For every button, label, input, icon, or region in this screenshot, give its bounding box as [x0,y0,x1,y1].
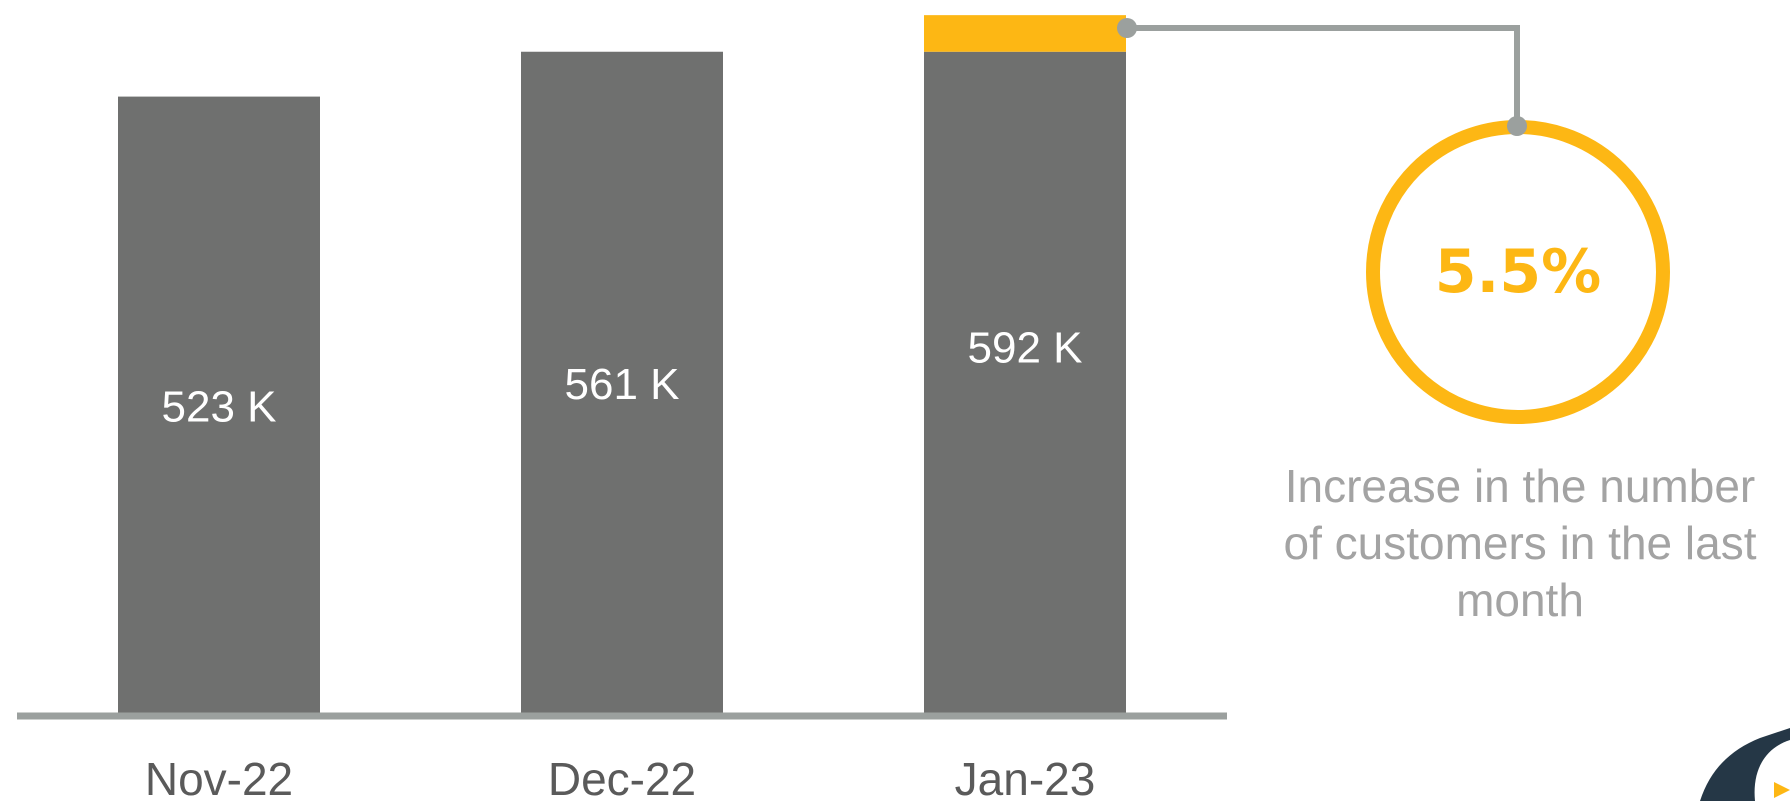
bar-value-label-dec-22: 561 K [565,360,680,409]
callout-connector-line [1127,25,1520,126]
callout-caption-line-2: of customers in the last [1283,517,1757,569]
x-tick-labels-group: Nov-22 Dec-22 Jan-23 [145,753,1095,801]
bar-jan-23 [924,51,1126,714]
bar-value-label-jan-23: 592 K [968,324,1083,373]
x-tick-label-jan-23: Jan-23 [955,753,1096,801]
x-tick-label-nov-22: Nov-22 [145,753,293,801]
callout-caption-line-3: month [1456,574,1584,626]
connector-dot-end [1507,116,1527,136]
logo-icon [1700,728,1790,801]
increase-callout: 5.5% [1117,18,1670,424]
bar-labels-group: 523 K 561 K 592 K [162,324,1083,432]
connector-dot-start [1117,18,1137,38]
callout-value: 5.5% [1435,237,1601,307]
bars-group [118,15,1126,714]
bar-value-label-nov-22: 523 K [162,382,277,431]
bar-dec-22 [521,51,723,714]
x-tick-label-dec-22: Dec-22 [548,753,696,801]
bar-increase-segment-jan-23 [924,15,1126,52]
callout-caption: Increase in the number of customers in t… [1245,458,1790,629]
bar-nov-22 [118,96,320,714]
callout-caption-line-1: Increase in the number [1284,460,1756,512]
